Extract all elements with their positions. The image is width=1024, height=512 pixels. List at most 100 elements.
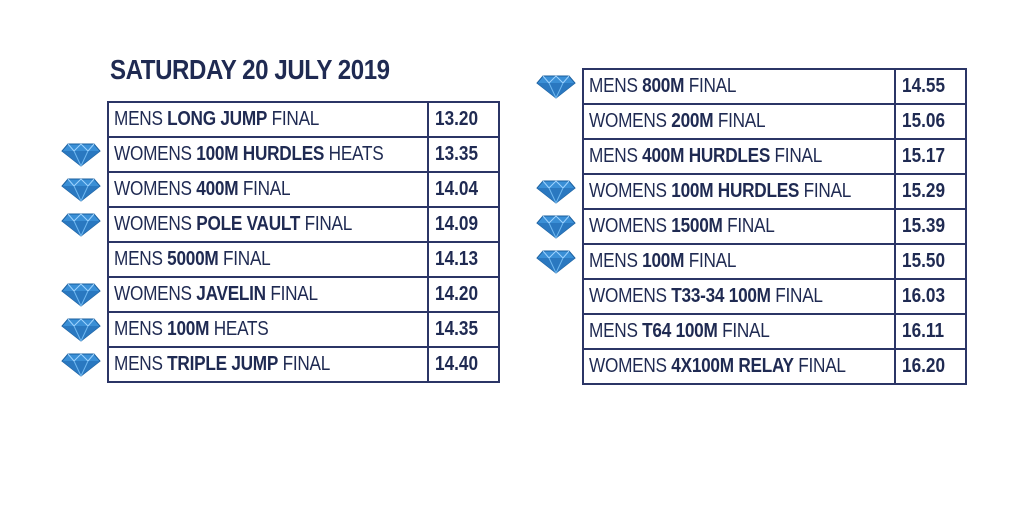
table-row: WOMENS 4X100M RELAY FINAL 16.20 bbox=[582, 348, 967, 385]
event-name: WOMENS 4X100M RELAY FINAL bbox=[589, 355, 846, 378]
event-discipline: 400M bbox=[196, 178, 239, 200]
event-category: WOMENS bbox=[589, 180, 672, 202]
event-discipline: JAVELIN bbox=[196, 283, 266, 305]
event-name: MENS T64 100M FINAL bbox=[589, 320, 770, 343]
event-time-value: 14.40 bbox=[435, 353, 479, 375]
event-category: MENS bbox=[589, 75, 643, 97]
table-row: MENS 100M FINAL 15.50 bbox=[582, 243, 967, 280]
event-discipline: 400M HURDLES bbox=[642, 145, 771, 167]
event-cell: WOMENS 1500M FINAL bbox=[582, 208, 896, 245]
event-discipline: 800M bbox=[642, 75, 685, 97]
table-row: WOMENS T33-34 100M FINAL 16.03 bbox=[582, 278, 967, 315]
table-row: MENS 5000M FINAL 14.13 bbox=[106, 241, 501, 278]
event-cell: MENS 100M FINAL bbox=[582, 243, 896, 280]
event-name: MENS 800M FINAL bbox=[589, 75, 736, 98]
event-cell: MENS 5000M FINAL bbox=[106, 241, 430, 278]
event-name: WOMENS 100M HURDLES FINAL bbox=[589, 180, 851, 203]
event-cell: WOMENS 4X100M RELAY FINAL bbox=[582, 348, 896, 385]
event-time-value: 14.04 bbox=[435, 178, 479, 200]
event-time-value: 15.17 bbox=[901, 145, 945, 167]
event-name: MENS LONG JUMP FINAL bbox=[114, 108, 319, 131]
event-round: FINAL bbox=[717, 320, 770, 342]
event-time-value: 16.03 bbox=[901, 285, 945, 307]
event-category: MENS bbox=[114, 353, 168, 375]
event-time: 16.11 bbox=[893, 313, 967, 350]
event-cell: MENS T64 100M FINAL bbox=[582, 313, 896, 350]
table-row: WOMENS 400M FINAL 14.04 bbox=[106, 171, 501, 208]
event-discipline: 5000M bbox=[167, 248, 219, 270]
diamond-icon bbox=[61, 178, 101, 202]
event-round: FINAL bbox=[684, 250, 737, 272]
event-time-value: 14.13 bbox=[435, 248, 479, 270]
event-name: MENS 100M HEATS bbox=[114, 318, 269, 341]
table-row: WOMENS POLE VAULT FINAL 14.09 bbox=[106, 206, 501, 243]
event-round: HEATS bbox=[209, 318, 269, 340]
event-name: WOMENS 200M FINAL bbox=[589, 110, 766, 133]
event-round: FINAL bbox=[770, 285, 823, 307]
table-row: MENS 100M HEATS 14.35 bbox=[106, 311, 501, 348]
event-cell: MENS LONG JUMP FINAL bbox=[106, 101, 430, 138]
table-row: MENS LONG JUMP FINAL 13.20 bbox=[106, 101, 501, 138]
event-discipline: POLE VAULT bbox=[196, 213, 301, 235]
event-name: MENS 100M FINAL bbox=[589, 250, 736, 273]
event-discipline: 1500M bbox=[671, 215, 723, 237]
event-round: FINAL bbox=[793, 355, 846, 377]
event-category: MENS bbox=[114, 248, 168, 270]
event-round: FINAL bbox=[300, 213, 353, 235]
diamond-icon bbox=[536, 250, 576, 274]
event-category: MENS bbox=[589, 250, 643, 272]
event-time: 14.13 bbox=[427, 241, 501, 278]
event-time-value: 14.20 bbox=[435, 283, 479, 305]
event-name: MENS TRIPLE JUMP FINAL bbox=[114, 353, 330, 376]
event-round: FINAL bbox=[713, 110, 766, 132]
event-time: 14.40 bbox=[427, 346, 501, 383]
event-time: 14.55 bbox=[893, 68, 967, 105]
event-category: WOMENS bbox=[114, 178, 197, 200]
table-row: WOMENS 200M FINAL 15.06 bbox=[582, 103, 967, 140]
event-discipline: TRIPLE JUMP bbox=[167, 353, 279, 375]
event-name: WOMENS 400M FINAL bbox=[114, 178, 291, 201]
table-row: WOMENS 100M HURDLES FINAL 15.29 bbox=[582, 173, 967, 210]
event-round: FINAL bbox=[722, 215, 775, 237]
diamond-icon bbox=[536, 180, 576, 204]
event-category: MENS bbox=[589, 145, 643, 167]
event-category: WOMENS bbox=[114, 143, 197, 165]
event-discipline: 100M HURDLES bbox=[671, 180, 800, 202]
event-cell: WOMENS T33-34 100M FINAL bbox=[582, 278, 896, 315]
event-discipline: 100M bbox=[167, 318, 210, 340]
event-time-value: 13.20 bbox=[435, 108, 479, 130]
table-row: MENS TRIPLE JUMP FINAL 14.40 bbox=[106, 346, 501, 383]
diamond-icon bbox=[61, 353, 101, 377]
event-time-value: 15.50 bbox=[901, 250, 945, 272]
diamond-icon bbox=[61, 143, 101, 167]
event-time-value: 14.35 bbox=[435, 318, 479, 340]
event-time: 15.29 bbox=[893, 173, 967, 210]
event-time-value: 13.35 bbox=[435, 143, 479, 165]
table-row: MENS 400M HURDLES FINAL 15.17 bbox=[582, 138, 967, 175]
event-cell: WOMENS 100M HURDLES HEATS bbox=[106, 136, 430, 173]
event-time: 14.09 bbox=[427, 206, 501, 243]
event-category: WOMENS bbox=[114, 283, 197, 305]
event-time: 14.35 bbox=[427, 311, 501, 348]
event-time: 15.17 bbox=[893, 138, 967, 175]
diamond-icon bbox=[536, 215, 576, 239]
event-name: WOMENS POLE VAULT FINAL bbox=[114, 213, 352, 236]
event-time-value: 16.20 bbox=[901, 355, 945, 377]
event-discipline: T33-34 100M bbox=[671, 285, 771, 307]
event-discipline: 200M bbox=[671, 110, 714, 132]
event-time: 14.04 bbox=[427, 171, 501, 208]
event-round: FINAL bbox=[238, 178, 291, 200]
diamond-icon bbox=[61, 318, 101, 342]
event-round: FINAL bbox=[218, 248, 271, 270]
diamond-icon bbox=[536, 75, 576, 99]
event-round: FINAL bbox=[278, 353, 331, 375]
event-cell: MENS 400M HURDLES FINAL bbox=[582, 138, 896, 175]
table-row: WOMENS JAVELIN FINAL 14.20 bbox=[106, 276, 501, 313]
event-round: FINAL bbox=[799, 180, 852, 202]
event-category: WOMENS bbox=[589, 355, 672, 377]
event-name: WOMENS 100M HURDLES HEATS bbox=[114, 143, 384, 166]
event-discipline: 4X100M RELAY bbox=[671, 355, 794, 377]
event-category: MENS bbox=[114, 108, 168, 130]
event-discipline: 100M bbox=[642, 250, 685, 272]
event-cell: MENS 800M FINAL bbox=[582, 68, 896, 105]
